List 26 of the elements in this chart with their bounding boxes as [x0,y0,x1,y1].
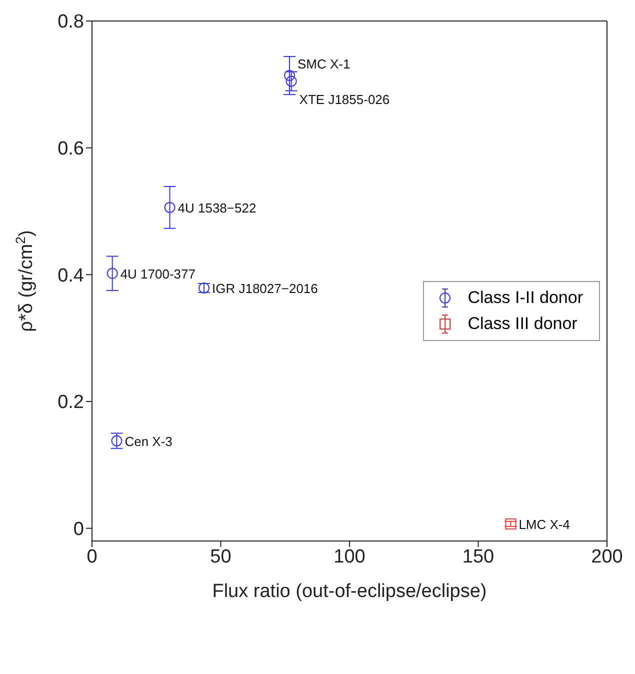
annotation: LMC X-4 [518,516,570,532]
point [164,202,176,213]
annotation: 4U 1700-377 [120,266,196,282]
point [284,70,296,82]
x-tick-label: 50 [210,546,232,568]
point [111,435,122,446]
annotation: IGR J18027−2016 [212,280,318,296]
point [286,76,297,87]
y-tick-label: 0.2 [58,392,84,414]
legend-label: Class III donor [468,314,578,334]
x-tick-label: 0 [86,546,98,568]
x-tick-label: 150 [462,546,494,568]
annotation: Cen X-3 [124,434,172,449]
annotation: 4U 1538−522 [178,200,256,216]
x-tick-label: 200 [591,546,623,568]
point [505,518,516,530]
x-axis-title: Flux ratio (out-of-eclipse/eclipse) [212,581,487,602]
y-tick-label: 0 [73,519,84,540]
point [106,268,118,279]
annotation: XTE J1855-026 [299,92,390,108]
y-tick-label: 0.8 [58,12,84,33]
annotation: SMC X-1 [298,56,350,72]
legend-label: Class I-II donor [468,288,583,308]
x-tick-label: 100 [334,546,366,568]
y-tick-label: 0.4 [58,265,84,286]
y-tick-label: 0.6 [58,138,84,160]
